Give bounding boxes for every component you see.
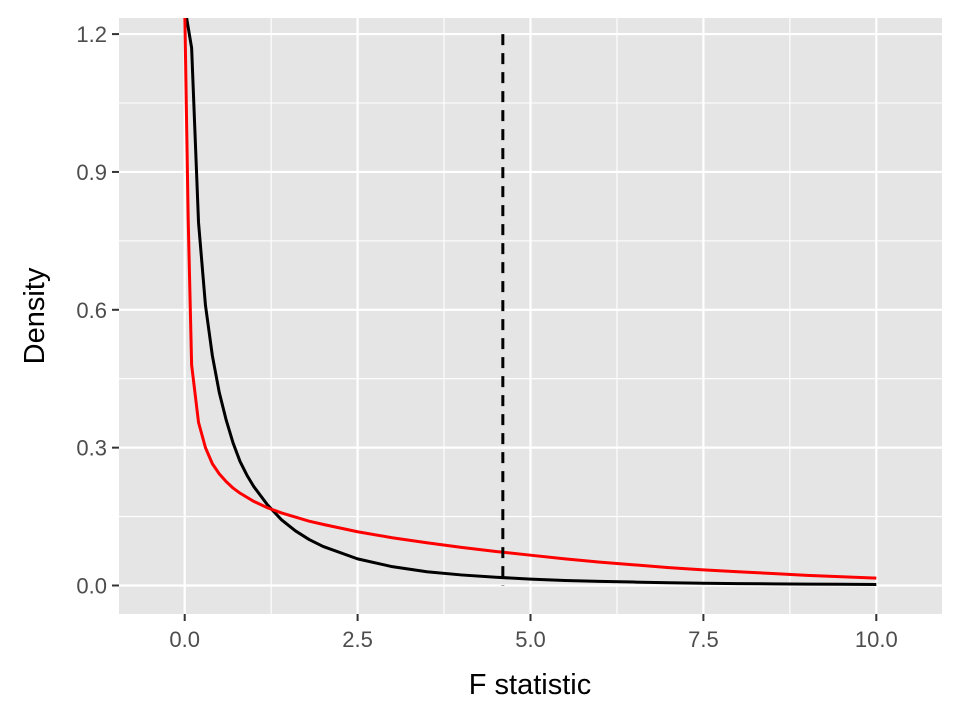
y-tick-label: 0.3 xyxy=(76,436,107,461)
x-tick-label: 5.0 xyxy=(515,627,546,652)
series-line-1 xyxy=(185,18,877,586)
y-tick-label: 0.9 xyxy=(76,160,107,185)
y-axis: 0.0 0.3 0.6 0.9 1.2 xyxy=(76,22,119,599)
x-tick-label: 10.0 xyxy=(855,627,898,652)
grid-major xyxy=(119,18,942,614)
y-tick-label: 0.6 xyxy=(76,298,107,323)
x-axis: 0.0 2.5 5.0 7.5 10.0 xyxy=(169,614,898,652)
x-tick-label: 0.0 xyxy=(169,627,200,652)
series-layer xyxy=(183,18,877,586)
y-tick-label: 0.0 xyxy=(76,574,107,599)
x-axis-title: F statistic xyxy=(469,669,591,701)
series-line-2 xyxy=(183,18,877,580)
y-tick-label: 1.2 xyxy=(76,22,107,47)
x-tick-label: 7.5 xyxy=(688,627,719,652)
y-axis-title: Density xyxy=(19,267,51,364)
x-tick-label: 2.5 xyxy=(342,627,373,652)
